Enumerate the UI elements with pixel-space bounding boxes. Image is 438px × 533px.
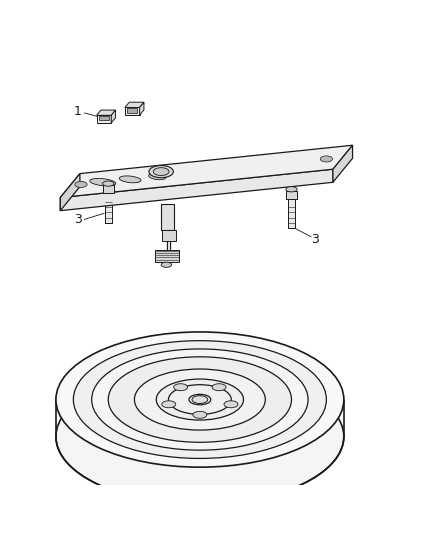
Ellipse shape (192, 411, 206, 418)
Ellipse shape (320, 156, 332, 162)
Ellipse shape (173, 384, 187, 391)
Polygon shape (99, 116, 109, 120)
Polygon shape (125, 102, 144, 108)
Text: 1: 1 (74, 105, 81, 118)
Ellipse shape (188, 394, 210, 405)
Ellipse shape (102, 181, 114, 186)
Ellipse shape (162, 401, 175, 408)
Ellipse shape (108, 357, 291, 442)
Ellipse shape (148, 173, 166, 180)
Ellipse shape (134, 369, 265, 430)
Text: 2: 2 (241, 157, 249, 171)
Polygon shape (96, 110, 115, 115)
Polygon shape (125, 108, 139, 115)
Text: 3: 3 (311, 232, 319, 246)
Polygon shape (287, 199, 294, 228)
Polygon shape (139, 102, 144, 115)
Ellipse shape (119, 176, 141, 183)
Polygon shape (60, 145, 352, 198)
Ellipse shape (90, 179, 116, 186)
Ellipse shape (56, 369, 343, 504)
Ellipse shape (56, 332, 343, 467)
Polygon shape (60, 169, 332, 211)
Ellipse shape (168, 385, 231, 414)
Ellipse shape (161, 262, 171, 268)
Ellipse shape (92, 349, 307, 450)
Polygon shape (60, 174, 80, 211)
Ellipse shape (156, 379, 243, 420)
Ellipse shape (191, 395, 207, 403)
Polygon shape (105, 193, 112, 223)
Ellipse shape (73, 341, 325, 458)
Ellipse shape (153, 168, 169, 175)
Text: 3: 3 (74, 213, 81, 226)
Polygon shape (332, 145, 352, 182)
Ellipse shape (75, 181, 87, 188)
Polygon shape (127, 108, 137, 112)
Ellipse shape (148, 165, 173, 177)
Polygon shape (155, 250, 179, 262)
Polygon shape (102, 185, 114, 193)
Ellipse shape (212, 384, 226, 391)
Polygon shape (161, 230, 175, 241)
Polygon shape (285, 191, 297, 199)
Polygon shape (161, 204, 174, 230)
Ellipse shape (223, 401, 237, 408)
Ellipse shape (285, 187, 297, 192)
Polygon shape (96, 115, 111, 123)
Polygon shape (111, 110, 115, 123)
